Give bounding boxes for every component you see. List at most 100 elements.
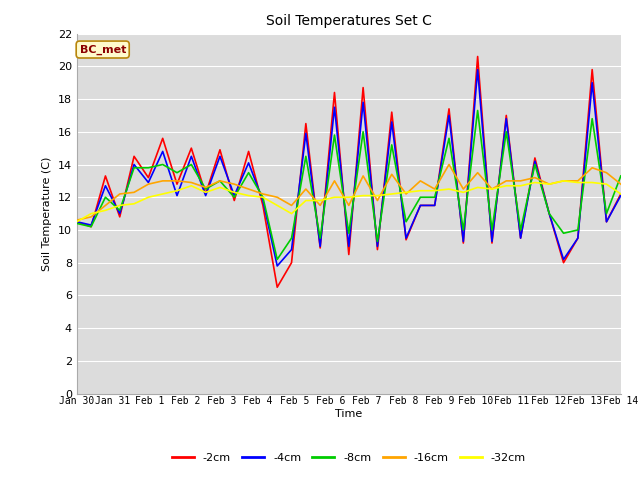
-16cm xyxy=(488,186,496,192)
-2cm xyxy=(202,191,209,197)
-4cm xyxy=(516,235,524,241)
-16cm xyxy=(316,203,324,208)
-32cm xyxy=(116,203,124,208)
-32cm xyxy=(302,198,310,204)
-8cm xyxy=(159,162,166,168)
-32cm xyxy=(159,191,166,197)
-8cm xyxy=(516,227,524,233)
-32cm xyxy=(617,191,625,197)
-32cm xyxy=(545,181,553,187)
-32cm xyxy=(316,198,324,204)
-4cm xyxy=(188,154,195,159)
-32cm xyxy=(474,184,481,190)
-4cm xyxy=(588,80,596,85)
-32cm xyxy=(273,203,281,208)
-8cm xyxy=(431,194,438,200)
-2cm xyxy=(116,214,124,220)
-32cm xyxy=(288,211,296,216)
-4cm xyxy=(302,131,310,136)
-8cm xyxy=(73,220,81,226)
-4cm xyxy=(388,119,396,125)
-32cm xyxy=(145,194,152,200)
-2cm xyxy=(402,237,410,243)
-8cm xyxy=(574,227,582,233)
-16cm xyxy=(87,214,95,220)
-2cm xyxy=(188,145,195,151)
-8cm xyxy=(302,154,310,159)
-16cm xyxy=(545,181,553,187)
-32cm xyxy=(531,180,539,185)
-4cm xyxy=(603,219,611,225)
-16cm xyxy=(617,181,625,187)
-4cm xyxy=(159,148,166,154)
-4cm xyxy=(560,256,568,262)
-16cm xyxy=(588,165,596,171)
-2cm xyxy=(73,219,81,225)
-16cm xyxy=(216,178,224,184)
-4cm xyxy=(417,203,424,208)
-2cm xyxy=(588,67,596,72)
-2cm xyxy=(87,224,95,229)
-16cm xyxy=(73,217,81,223)
-4cm xyxy=(431,203,438,208)
-2cm xyxy=(431,203,438,208)
-2cm xyxy=(516,235,524,241)
-4cm xyxy=(331,104,339,110)
-32cm xyxy=(188,183,195,189)
-8cm xyxy=(130,165,138,171)
-16cm xyxy=(230,181,238,187)
-2cm xyxy=(316,245,324,251)
-4cm xyxy=(574,235,582,241)
-4cm xyxy=(259,198,267,204)
-16cm xyxy=(302,186,310,192)
-16cm xyxy=(202,184,209,190)
-32cm xyxy=(374,192,381,199)
-2cm xyxy=(603,219,611,225)
-2cm xyxy=(331,90,339,96)
-32cm xyxy=(516,183,524,189)
-8cm xyxy=(531,162,539,168)
-16cm xyxy=(345,203,353,208)
-16cm xyxy=(388,171,396,177)
Legend: -2cm, -4cm, -8cm, -16cm, -32cm: -2cm, -4cm, -8cm, -16cm, -32cm xyxy=(167,448,531,467)
-8cm xyxy=(288,235,296,241)
-32cm xyxy=(87,211,95,216)
-4cm xyxy=(116,211,124,216)
-32cm xyxy=(603,181,611,187)
-8cm xyxy=(216,178,224,184)
-2cm xyxy=(273,284,281,290)
-16cm xyxy=(402,191,410,197)
-4cm xyxy=(531,158,539,164)
-2cm xyxy=(173,181,181,187)
-32cm xyxy=(244,192,252,199)
-8cm xyxy=(374,239,381,244)
-2cm xyxy=(345,252,353,257)
-2cm xyxy=(230,198,238,204)
-16cm xyxy=(159,178,166,184)
-32cm xyxy=(359,192,367,199)
-4cm xyxy=(488,239,496,244)
-16cm xyxy=(188,180,195,185)
-4cm xyxy=(545,211,553,216)
-8cm xyxy=(417,194,424,200)
-2cm xyxy=(545,211,553,216)
-2cm xyxy=(388,109,396,115)
Line: -16cm: -16cm xyxy=(77,165,621,220)
-8cm xyxy=(502,129,510,135)
-16cm xyxy=(531,175,539,180)
-2cm xyxy=(102,173,109,179)
-8cm xyxy=(359,129,367,135)
-16cm xyxy=(145,181,152,187)
Line: -8cm: -8cm xyxy=(77,110,621,259)
Title: Soil Temperatures Set C: Soil Temperatures Set C xyxy=(266,14,432,28)
-32cm xyxy=(502,183,510,189)
-4cm xyxy=(402,235,410,241)
-8cm xyxy=(402,219,410,225)
-8cm xyxy=(102,194,109,200)
-16cm xyxy=(331,178,339,184)
-32cm xyxy=(431,188,438,193)
-8cm xyxy=(545,211,553,216)
-8cm xyxy=(560,230,568,236)
-16cm xyxy=(502,178,510,184)
-8cm xyxy=(173,170,181,176)
